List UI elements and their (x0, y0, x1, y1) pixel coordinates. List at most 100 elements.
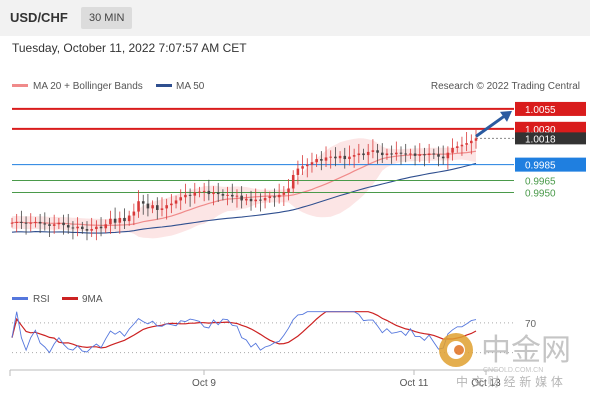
candle-body (118, 217, 122, 223)
candle-body (170, 203, 173, 206)
candle-body (10, 222, 14, 224)
candle-body (179, 197, 183, 201)
candle-body (123, 217, 126, 222)
candle-body (329, 156, 332, 158)
candle-body (48, 224, 51, 226)
candle-body (301, 166, 304, 169)
candle-body (254, 199, 258, 202)
rsi-ma-legend-label: 9MA (82, 294, 103, 305)
level-label-0.9950: 0.9950 (525, 188, 556, 199)
candle-body (156, 205, 159, 210)
bb-legend-swatch (12, 84, 28, 87)
candle-body (221, 194, 225, 196)
candle-body (277, 194, 281, 198)
candle-body (160, 208, 164, 210)
candle-body (334, 156, 337, 159)
candle-body (193, 192, 197, 196)
candle-body (95, 226, 98, 230)
level-label-0.9985: 0.9985 (525, 161, 556, 172)
candle-body (137, 201, 140, 212)
candle-body (399, 152, 403, 154)
candle-body (446, 152, 450, 159)
candle-body (385, 153, 389, 156)
candle-body (184, 194, 187, 198)
candle-body (343, 155, 347, 160)
candle-body (198, 191, 201, 193)
candle-body (132, 211, 136, 216)
candle-body (62, 222, 65, 226)
level-tag-0.9985 (515, 157, 586, 172)
candle-body (99, 226, 103, 229)
candle-body (174, 200, 178, 204)
x-tick-label-Oct 9: Oct 9 (192, 378, 216, 389)
candle-body (85, 229, 89, 231)
candle-body (245, 198, 248, 201)
candle-body (216, 192, 220, 195)
candle-body (24, 222, 28, 224)
candle-body (310, 162, 314, 165)
candle-body (296, 168, 300, 175)
level-tag-1.0055 (515, 101, 586, 116)
candle-body (146, 203, 150, 209)
watermark-logo-dot (454, 345, 464, 355)
x-axis: Oct 9 Oct 11 Oct 13 (192, 370, 501, 389)
last-price-label: 1.0018 (525, 134, 556, 145)
candle-body (357, 153, 361, 156)
candle-body (109, 218, 112, 225)
rsi-ma-legend-swatch (62, 297, 78, 300)
candle-body (287, 188, 290, 193)
candle-body (380, 152, 384, 156)
watermark: 中金网 CNGOLD.COM.CN 中 文 财 经 新 媒 体 (439, 333, 571, 389)
bb-legend-label: MA 20 + Bollinger Bands (33, 81, 143, 92)
rsi-panel: 70 (11, 311, 537, 354)
candle-body (427, 153, 431, 156)
candle-body (90, 229, 93, 231)
candle-body (409, 153, 412, 155)
candle-body (371, 150, 375, 152)
candle-body (15, 221, 18, 223)
candle-body (141, 201, 145, 204)
candle-body (413, 153, 417, 156)
candle-body (127, 215, 131, 222)
candle-body (34, 221, 37, 223)
candle-body (273, 196, 276, 198)
header-bar: USD/CHF 30 MIN (0, 0, 590, 36)
rsi-ma-line (11, 311, 477, 349)
candle-body (259, 199, 262, 201)
candle-body (441, 156, 445, 159)
ma50-legend-label: MA 50 (176, 81, 205, 92)
bollinger-band (12, 138, 476, 239)
watermark-brand-en: CNGOLD.COM.CN (483, 367, 543, 374)
candle-body (226, 194, 229, 196)
candle-body (376, 150, 379, 153)
candle-body (324, 157, 328, 161)
candle-body (52, 224, 56, 226)
candle-body (212, 192, 215, 195)
ma50-legend-swatch (156, 84, 172, 87)
candle-body (437, 154, 440, 157)
candle-body (113, 218, 117, 223)
candle-body (240, 195, 243, 201)
candle-body (235, 195, 239, 197)
candle-body (151, 205, 154, 209)
candle-body (165, 205, 168, 209)
candle-body (320, 159, 323, 161)
forecast-arrow-shaft (475, 113, 507, 138)
candle-body (460, 144, 464, 147)
candle-body (268, 196, 272, 199)
candle-body (291, 174, 295, 189)
symbol-title: USD/CHF (10, 10, 68, 25)
candle-body (305, 164, 309, 167)
candle-body (470, 140, 473, 144)
candle-body (20, 221, 23, 223)
candle-body (263, 198, 267, 201)
watermark-brand: 中金网 (481, 333, 571, 368)
candle-body (455, 146, 459, 148)
timeframe-badge[interactable]: 30 MIN (81, 7, 133, 29)
credit-text: Research © 2022 Trading Central (431, 81, 580, 92)
candle-body (395, 152, 398, 155)
candle-body (404, 153, 407, 155)
candle-body (338, 155, 342, 159)
